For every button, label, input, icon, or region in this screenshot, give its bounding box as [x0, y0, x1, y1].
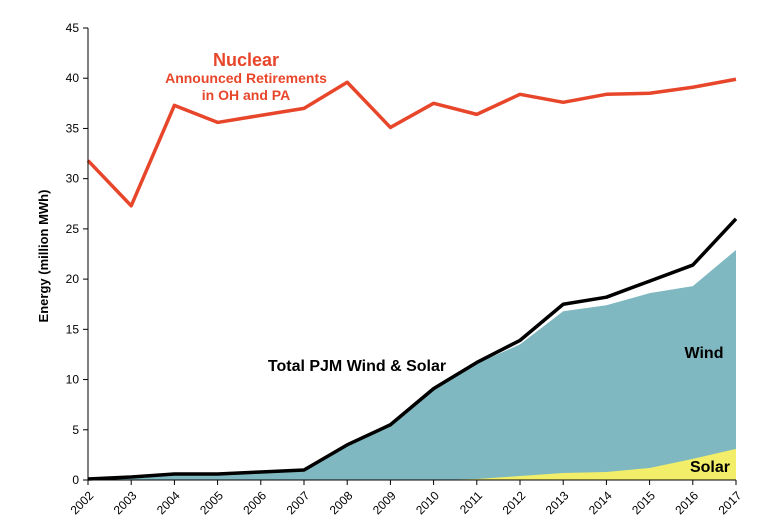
x-tick-label: 2016	[672, 488, 701, 517]
x-tick-label: 2013	[543, 488, 572, 517]
nuclear-line	[86, 77, 737, 208]
x-tick-label: 2005	[197, 488, 226, 517]
x-tick-label: 2015	[629, 488, 658, 517]
y-tick-label: 10	[66, 373, 80, 387]
y-ticks: 0 5 10 15 20 25 30 35 40 45	[66, 21, 88, 487]
solar-area	[88, 448, 736, 480]
x-tick-label: 2014	[586, 488, 615, 517]
x-tick-label: 2012	[500, 488, 529, 517]
x-tick-label: 2011	[457, 488, 485, 516]
y-tick-label: 30	[66, 172, 80, 186]
x-tick-label: 2007	[284, 488, 313, 517]
wind-label: Wind	[685, 345, 724, 362]
y-tick-label: 15	[66, 322, 80, 336]
x-tick-label: 2002	[68, 488, 97, 517]
x-tick-label: 2017	[716, 488, 745, 517]
x-tick-label: 2003	[111, 488, 140, 517]
y-tick-label: 45	[66, 21, 80, 35]
nuclear-title-label: Nuclear	[213, 50, 279, 70]
total-wind-solar-label: Total PJM Wind & Solar	[268, 358, 446, 375]
axes	[87, 28, 736, 481]
nuclear-region-label: in OH and PA	[202, 87, 290, 103]
x-ticks: 2002 2003 2004 2005 2006 2007 2008 2009 2010 2011…	[68, 480, 745, 517]
y-axis-title: Energy (million MWh)	[36, 190, 51, 323]
x-tick-label: 2008	[327, 488, 356, 517]
x-tick-label: 2010	[413, 488, 442, 517]
area-layer	[88, 249, 736, 480]
y-tick-label: 5	[72, 423, 79, 437]
y-tick-label: 40	[66, 71, 80, 85]
nuclear-retirements-label: Announced Retirements	[165, 70, 327, 86]
y-tick-label: 20	[66, 272, 80, 286]
x-tick-label: 2009	[370, 488, 399, 517]
x-tick-label: 2006	[240, 488, 269, 517]
y-tick-label: 25	[66, 222, 80, 236]
line-layer	[86, 77, 738, 481]
total-pjm-wind-solar-line	[87, 217, 738, 481]
solar-label: Solar	[690, 459, 730, 476]
x-tick-label: 2004	[154, 488, 183, 517]
wind-area	[88, 249, 736, 480]
y-tick-label: 35	[66, 121, 80, 135]
y-tick-label: 0	[72, 473, 79, 487]
